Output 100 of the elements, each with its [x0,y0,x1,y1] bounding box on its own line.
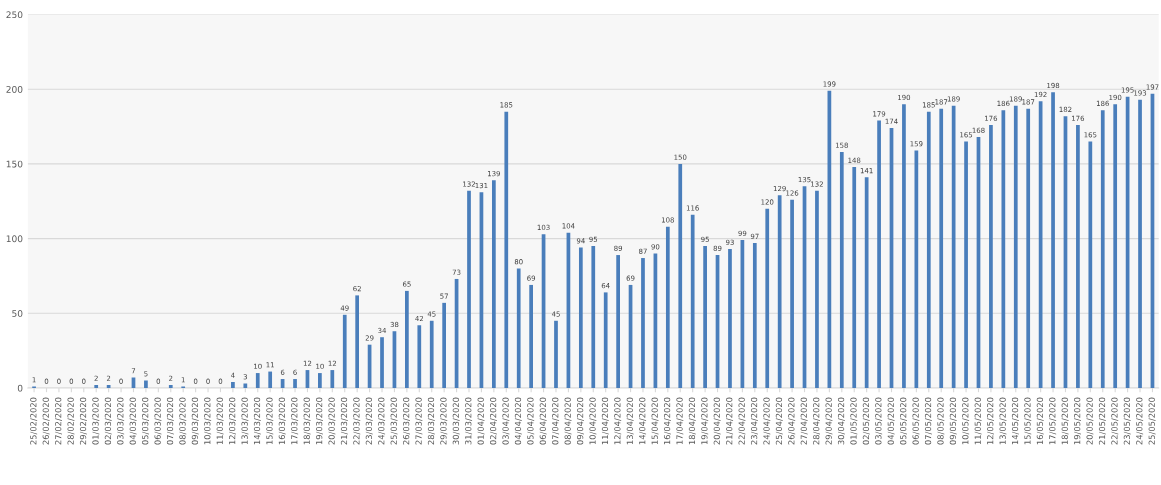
x-tick-label: 19/04/2020 [701,397,709,445]
x-tick-label: 16/04/2020 [663,397,671,445]
x-tick-label: 15/03/2020 [266,397,274,445]
x-tick-label: 23/05/2020 [1123,397,1131,445]
x-tick-label: 14/05/2020 [1011,397,1019,445]
y-tick-label: 250 [6,11,23,19]
x-tick-label: 09/03/2020 [191,397,199,445]
x-tick-label: 22/04/2020 [738,397,746,445]
bar [728,249,732,388]
x-tick-label: 28/03/2020 [427,397,435,445]
x-tick-label: 01/03/2020 [92,397,100,445]
x-tick-label: 24/04/2020 [763,397,771,445]
y-tick-label: 100 [6,235,23,243]
x-tick-label: 12/05/2020 [987,397,994,445]
bar [467,190,471,388]
bar [914,150,919,388]
x-tick-label: 22/05/2020 [1111,397,1119,445]
bar [405,290,409,388]
x-tick-label: 06/04/2020 [539,397,547,445]
bar [1013,105,1018,388]
x-tick-label: 19/05/2020 [1074,397,1081,445]
x-tick-label: 08/05/2020 [937,397,945,445]
bar [1076,125,1080,388]
x-tick-label: 06/05/2020 [912,397,920,445]
x-tick-label: 04/03/2020 [129,397,137,445]
bar [902,104,906,388]
bar [554,320,558,388]
bar [852,166,857,388]
bar [144,380,148,388]
x-tick-label: 03/04/2020 [502,397,510,445]
x-tick-label: 28/04/2020 [813,397,821,445]
y-tick-label: 50 [12,310,23,317]
bar [1026,108,1031,388]
bar [765,208,770,388]
bar [529,284,533,388]
bar [318,373,322,388]
bar [168,385,173,388]
x-tick-label: 18/05/2020 [1061,397,1069,445]
x-tick-label: 25/04/2020 [775,397,783,445]
bar [578,247,583,388]
x-tick-label: 27/03/2020 [415,397,423,445]
x-tick-label: 07/04/2020 [552,397,560,445]
x-tick-label: 03/05/2020 [875,397,883,445]
x-tick-label: 10/05/2020 [962,397,970,445]
x-tick-label: 16/03/2020 [278,397,286,445]
x-tick-label: 05/04/2020 [527,397,535,445]
y-tick-label: 0 [17,384,23,392]
x-tick-label: 20/04/2020 [713,397,721,445]
bar [417,325,422,388]
x-tick-label: 08/03/2020 [179,397,187,445]
x-tick-label: 04/05/2020 [887,397,895,445]
bar [255,373,260,388]
x-tick-label: 31/03/2020 [465,397,473,445]
x-tick-label: 25/02/2020 [30,397,38,445]
bar [330,370,335,388]
x-tick-label: 24/03/2020 [378,397,386,445]
bar [964,141,968,388]
x-tick-label: 21/04/2020 [726,397,734,445]
x-tick-label: 25/05/2020 [1148,397,1156,445]
bar [641,258,645,388]
bar [429,320,434,388]
bar [1088,141,1093,388]
bar [926,111,931,388]
bar [616,255,620,388]
bar [355,295,360,388]
bar [380,337,384,388]
bar [1138,99,1142,388]
x-tick-label: 07/03/2020 [166,397,174,445]
bar [106,385,111,388]
x-tick-label: 26/03/2020 [402,397,410,445]
x-tick-label: 29/03/2020 [440,397,448,445]
x-tick-label: 12/03/2020 [229,397,236,445]
x-tick-label: 05/03/2020 [142,397,149,445]
x-tick-label: 01/04/2020 [477,397,485,445]
x-tick-label: 30/03/2020 [452,397,460,445]
x-tick-label: 14/03/2020 [253,397,261,445]
bar [243,383,248,388]
bar [94,385,99,388]
bar [603,292,608,388]
bar [1051,92,1055,388]
x-tick-label: 20/05/2020 [1086,397,1094,445]
x-tick-label: 30/04/2020 [837,397,845,445]
bar [516,268,521,388]
bar [665,226,670,388]
x-tick-label: 26/02/2020 [42,397,50,445]
x-tick-label: 02/04/2020 [489,397,497,445]
x-tick-label: 10/03/2020 [204,397,212,445]
x-tick-label: 18/03/2020 [303,397,311,445]
x-tick-label: 24/05/2020 [1136,397,1144,445]
bar [442,302,447,388]
bar [839,151,844,388]
bar [293,379,297,388]
x-tick-label: 06/03/2020 [154,397,162,445]
x-tick-label: 03/03/2020 [117,397,125,445]
x-tick-label: 15/05/2020 [1024,397,1032,445]
x-tick-label: 01/05/2020 [850,397,858,445]
bar [678,163,683,388]
x-tick-label: 08/04/2020 [564,397,572,445]
x-tick-label: 29/02/2020 [79,397,87,445]
x-tick-label: 26/04/2020 [788,397,796,445]
